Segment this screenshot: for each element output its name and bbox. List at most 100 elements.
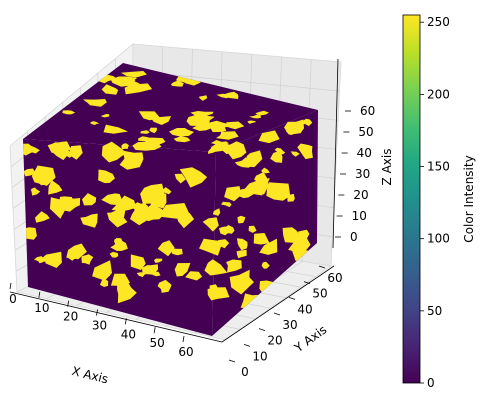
high-intensity-voxel-region xyxy=(287,193,295,202)
high-intensity-voxel-region xyxy=(254,172,268,183)
high-intensity-voxel-region xyxy=(247,120,257,124)
y-tick-mark xyxy=(228,359,236,363)
high-intensity-voxel-region xyxy=(258,130,280,144)
high-intensity-voxel-region xyxy=(119,150,144,170)
high-intensity-voxel-region xyxy=(216,93,231,99)
colorbar-tick-label: 200 xyxy=(427,87,450,101)
y-tick-label: 20 xyxy=(267,334,282,348)
high-intensity-voxel-region xyxy=(253,233,270,245)
high-intensity-voxel-region xyxy=(130,254,146,270)
y-tick-mark xyxy=(303,281,311,285)
high-intensity-voxel-region xyxy=(154,258,163,263)
y-tick-label: 0 xyxy=(241,365,249,379)
y-tick-mark xyxy=(288,296,296,300)
colorbar-ticks: 0 50 100 150 200 250 xyxy=(420,15,450,390)
high-intensity-voxel-region xyxy=(103,124,129,134)
high-intensity-voxel-region xyxy=(245,150,263,168)
high-intensity-voxel-region xyxy=(150,116,172,125)
high-intensity-voxel-region xyxy=(175,212,195,229)
colorbar-tick-label: 250 xyxy=(427,15,450,29)
high-intensity-voxel-region xyxy=(157,240,175,257)
high-intensity-voxel-region xyxy=(82,193,97,206)
high-intensity-voxel-region xyxy=(190,111,214,118)
x-tick-mark xyxy=(96,309,98,316)
high-intensity-voxel-region xyxy=(157,279,172,293)
high-intensity-voxel-region xyxy=(249,114,262,119)
high-intensity-voxel-region xyxy=(89,121,100,125)
high-intensity-voxel-region xyxy=(132,141,162,151)
high-intensity-voxel-region xyxy=(210,143,229,153)
x-tick-mark xyxy=(124,318,127,325)
colorbar-tick-label: 50 xyxy=(427,304,442,318)
high-intensity-voxel-region xyxy=(49,197,66,219)
high-intensity-voxel-region xyxy=(48,180,63,195)
x-tick-mark xyxy=(153,327,156,334)
high-intensity-voxel-region xyxy=(110,237,128,251)
high-intensity-voxel-region xyxy=(259,238,278,255)
colorbar: 0 50 100 150 200 250 Color Intensity xyxy=(402,14,476,390)
high-intensity-voxel-region xyxy=(141,264,159,275)
high-intensity-voxel-region xyxy=(261,261,270,269)
high-intensity-voxel-region xyxy=(174,263,191,277)
x-tick-label: 50 xyxy=(150,336,165,350)
z-axis-line xyxy=(332,58,339,249)
high-intensity-voxel-region xyxy=(99,279,109,287)
high-intensity-voxel-region xyxy=(236,188,256,199)
high-intensity-voxel-region xyxy=(274,147,286,155)
x-tick-label: 0 xyxy=(9,292,17,306)
high-intensity-voxel-region xyxy=(216,131,239,140)
high-intensity-voxel-region xyxy=(92,260,112,281)
x-tick-mark xyxy=(182,335,185,343)
high-intensity-voxel-region xyxy=(192,123,215,131)
high-intensity-voxel-region xyxy=(61,197,81,212)
y-tick-label: 60 xyxy=(327,271,342,285)
high-intensity-voxel-region xyxy=(34,256,46,264)
high-intensity-voxel-region xyxy=(173,136,191,143)
high-intensity-voxel-region xyxy=(254,179,269,195)
high-intensity-voxel-region xyxy=(229,269,254,295)
high-intensity-voxel-region xyxy=(204,259,228,276)
high-intensity-voxel-region xyxy=(248,225,257,233)
high-intensity-voxel-region xyxy=(299,118,313,127)
x-axis-line xyxy=(9,291,223,343)
high-intensity-voxel-region xyxy=(221,201,232,208)
high-intensity-voxel-region xyxy=(30,145,40,154)
high-intensity-voxel-region xyxy=(184,80,201,86)
high-intensity-voxel-region xyxy=(202,217,219,232)
high-intensity-voxel-region xyxy=(101,141,127,163)
high-intensity-voxel-region xyxy=(117,282,137,304)
high-intensity-voxel-region xyxy=(101,193,123,206)
high-intensity-voxel-region xyxy=(297,143,313,160)
high-intensity-voxel-region xyxy=(101,84,119,95)
cube-top-face xyxy=(23,63,318,152)
x-tick-mark xyxy=(38,291,41,298)
high-intensity-voxel-region xyxy=(226,259,242,273)
z-tick-label: 10 xyxy=(352,209,367,223)
z-tick-label: 0 xyxy=(350,230,358,244)
high-intensity-voxel-region xyxy=(284,119,304,135)
high-intensity-voxel-region xyxy=(212,208,221,216)
y-tick-label: 40 xyxy=(297,302,312,316)
high-intensity-voxel-region xyxy=(282,227,301,244)
high-intensity-voxel-region xyxy=(121,143,129,150)
x-tick-label: 40 xyxy=(121,327,136,341)
high-intensity-voxel-region xyxy=(236,249,247,259)
y-tick-label: 30 xyxy=(282,318,297,332)
high-intensity-voxel-region xyxy=(130,204,151,226)
high-intensity-voxel-region xyxy=(210,125,227,133)
high-intensity-voxel-region xyxy=(162,187,172,195)
z-axis-ticks: 0 10 20 30 40 50 60 xyxy=(335,104,375,244)
colorbar-tick-label: 0 xyxy=(427,376,435,390)
high-intensity-voxel-region xyxy=(208,284,224,297)
z-tick-label: 50 xyxy=(358,125,373,139)
high-intensity-voxel-region xyxy=(114,238,123,245)
high-intensity-voxel-region xyxy=(199,238,223,256)
high-intensity-voxel-region xyxy=(111,195,137,212)
high-intensity-voxel-region xyxy=(100,114,110,118)
high-intensity-voxel-region xyxy=(237,238,248,251)
high-intensity-voxel-region xyxy=(120,71,147,78)
high-intensity-voxel-region xyxy=(35,211,50,223)
high-intensity-voxel-region xyxy=(288,233,311,255)
high-intensity-voxel-region xyxy=(80,213,98,228)
high-intensity-voxel-region xyxy=(98,169,115,184)
